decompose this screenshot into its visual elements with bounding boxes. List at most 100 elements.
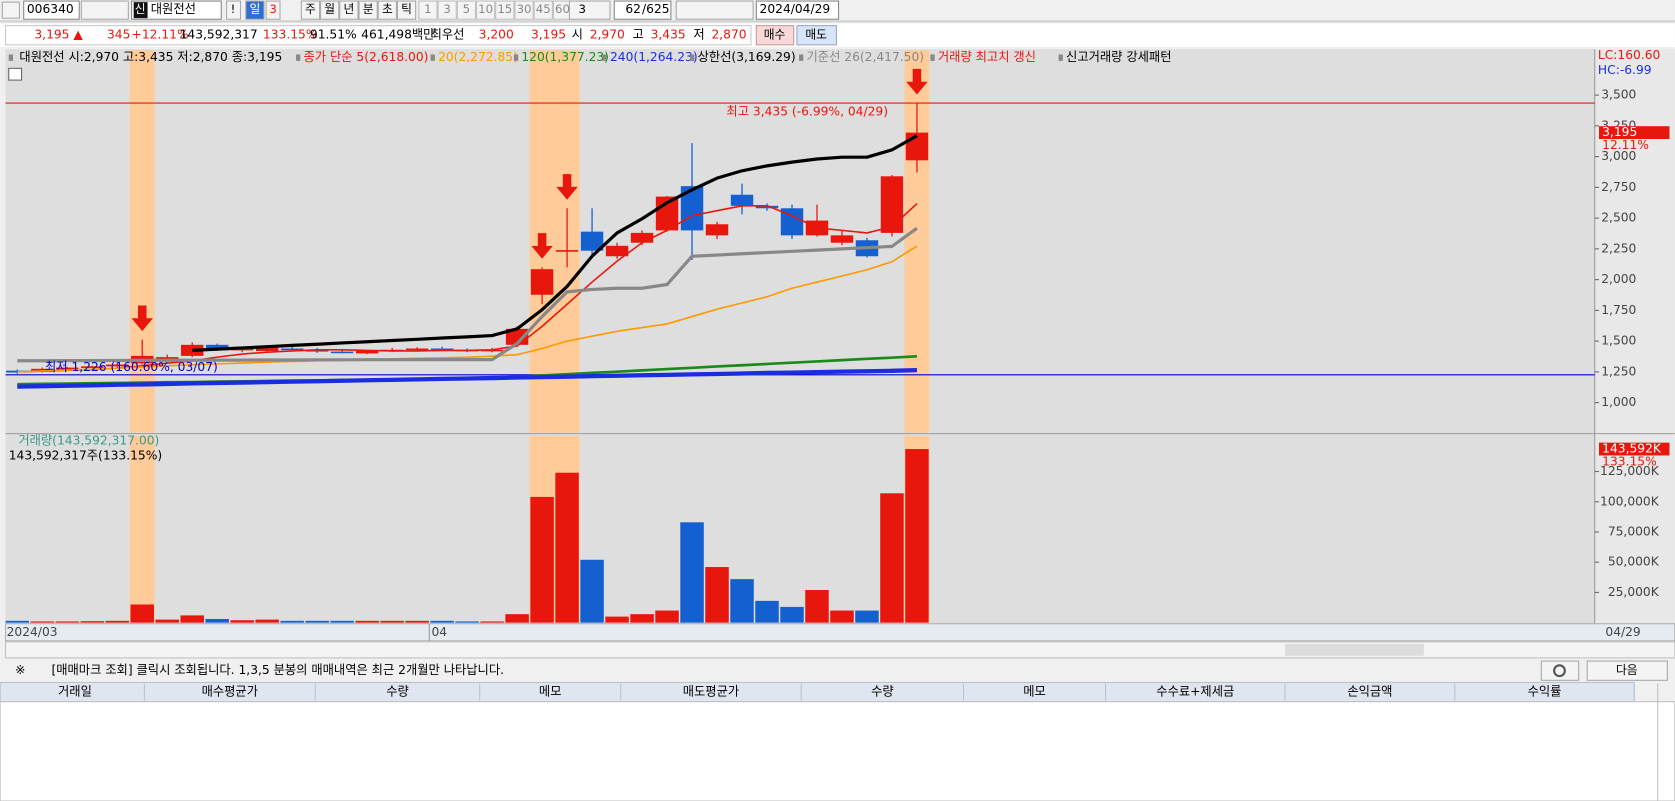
signal-arrow	[906, 68, 928, 95]
candle-body	[580, 231, 604, 251]
x-tick-label: 04	[431, 625, 447, 639]
minute-button[interactable]	[418, 0, 438, 20]
signal-entry[interactable]: 신고거래량 강세패턴	[1066, 50, 1171, 64]
candle-body	[630, 232, 654, 243]
column-header: 수량	[386, 685, 409, 699]
y-tick-label: 1,750	[1601, 303, 1636, 317]
y-tick-label: 100,000K	[1600, 494, 1660, 508]
volume-bar	[555, 472, 579, 623]
tool-icons[interactable]	[675, 0, 754, 20]
volume-bar	[730, 579, 754, 623]
column-header: 메모	[1023, 685, 1046, 699]
period-label: 년	[343, 2, 354, 16]
code-tools[interactable]	[80, 0, 129, 20]
menu-icon[interactable]	[1, 1, 20, 19]
volume-bar	[880, 493, 904, 623]
change: 345	[107, 28, 130, 42]
y-tick-label: 125,000K	[1600, 464, 1660, 478]
position-box[interactable]	[613, 0, 672, 20]
legend-entry[interactable]: 240(1,264.23)	[610, 50, 698, 64]
period-button[interactable]	[265, 0, 281, 20]
volume-bar	[530, 496, 554, 623]
legend-entry[interactable]: 기준선 26(2,417.50)	[807, 50, 925, 64]
volume-bar	[680, 522, 704, 623]
legend-marker	[8, 54, 14, 61]
minute-button[interactable]	[475, 0, 496, 20]
period-button[interactable]	[396, 0, 417, 20]
volume-bar	[805, 590, 829, 623]
x-tick-label: 04/29	[1605, 625, 1640, 639]
chart-area	[5, 49, 1595, 624]
column-header: 수익률	[1528, 685, 1562, 699]
total: /625	[642, 2, 670, 16]
minute-button[interactable]	[514, 0, 534, 20]
legend-entry[interactable]: 120(1,377.23)	[521, 50, 609, 64]
x-tick-label: 2024/03	[7, 625, 58, 639]
scrollbar[interactable]	[4, 641, 1675, 659]
date-box[interactable]	[755, 0, 840, 20]
minute-buttons: 1 3 5 10 15 30 45 60	[418, 0, 573, 20]
code-input[interactable]	[23, 0, 80, 20]
alert-button[interactable]	[226, 0, 242, 20]
stock-code: 006340	[27, 2, 74, 16]
gear-button[interactable]	[1540, 660, 1580, 681]
period-button[interactable]	[245, 0, 265, 20]
period-button[interactable]	[300, 0, 321, 20]
settings-icon[interactable]	[8, 67, 23, 81]
period-label: 3	[269, 2, 276, 16]
volume-bar	[180, 615, 204, 623]
notice-text: [매매마크 조회] 클릭시 조회됩니다. 1,3,5 분봉의 매매내역은 최근 …	[51, 663, 504, 677]
signal-entry[interactable]: 거래량 최고치 갱신	[938, 50, 1036, 64]
period-label: 일	[250, 2, 261, 16]
legend-entry[interactable]: 상한선(3,169.29)	[698, 50, 796, 64]
last-volume-rate: 133.15%	[1602, 454, 1657, 468]
period-label: 초	[382, 2, 393, 16]
period-button[interactable]	[358, 0, 378, 20]
next-button[interactable]	[1586, 660, 1668, 681]
annotation-text: 최저 1,226 (160.60%, 03/07)	[45, 360, 218, 374]
y-tick-label: 2,750	[1601, 180, 1636, 194]
scroll-thumb[interactable]	[1284, 644, 1424, 656]
annotation-text: 최고 3,435 (-6.99%, 04/29)	[726, 105, 888, 119]
name-box[interactable]	[131, 0, 222, 20]
y-tick-label: 1,000	[1601, 395, 1636, 409]
minute-label: 15	[497, 2, 512, 16]
column-header: 손익금액	[1347, 685, 1392, 699]
next-label: 다음	[1616, 663, 1638, 677]
y-tick-label: 2,250	[1601, 241, 1636, 255]
minute-button[interactable]	[495, 0, 515, 20]
sell-button[interactable]	[796, 25, 837, 46]
candle-body	[330, 351, 354, 354]
best-bid: 3,195	[531, 28, 566, 42]
legend-entry[interactable]: 종가 단순 5(2,618.00)	[304, 50, 429, 64]
change-rate: +12.11%	[132, 28, 189, 42]
period-label: 주	[305, 2, 316, 16]
legend-marker	[513, 54, 519, 61]
period-button[interactable]	[339, 0, 359, 20]
axis-area	[1594, 49, 1675, 624]
signal-arrow	[131, 305, 153, 332]
volume-subtitle: 143,592,317주(133.15%)	[9, 449, 162, 463]
volume-bar	[130, 604, 154, 623]
volume-bar	[255, 619, 279, 623]
volume-bar	[630, 614, 654, 623]
volume-bar	[105, 620, 129, 623]
minute-button[interactable]	[533, 0, 553, 20]
minute-button[interactable]	[437, 0, 457, 20]
count-box[interactable]	[568, 0, 611, 20]
legend-marker	[602, 54, 607, 61]
minute-button[interactable]	[456, 0, 476, 20]
volume-bar	[305, 620, 329, 623]
ma-line	[17, 226, 918, 363]
period-button[interactable]	[320, 0, 340, 20]
name-badge-bg	[133, 2, 148, 19]
buy-button[interactable]	[755, 25, 795, 46]
candle-body	[780, 208, 804, 236]
last-volume-label: 143,592K	[1602, 442, 1662, 456]
candle-body	[405, 348, 429, 351]
legend-entry[interactable]: 20(2,272.85)	[438, 50, 518, 64]
period-button[interactable]	[377, 0, 397, 20]
high: 3,435	[651, 28, 686, 42]
